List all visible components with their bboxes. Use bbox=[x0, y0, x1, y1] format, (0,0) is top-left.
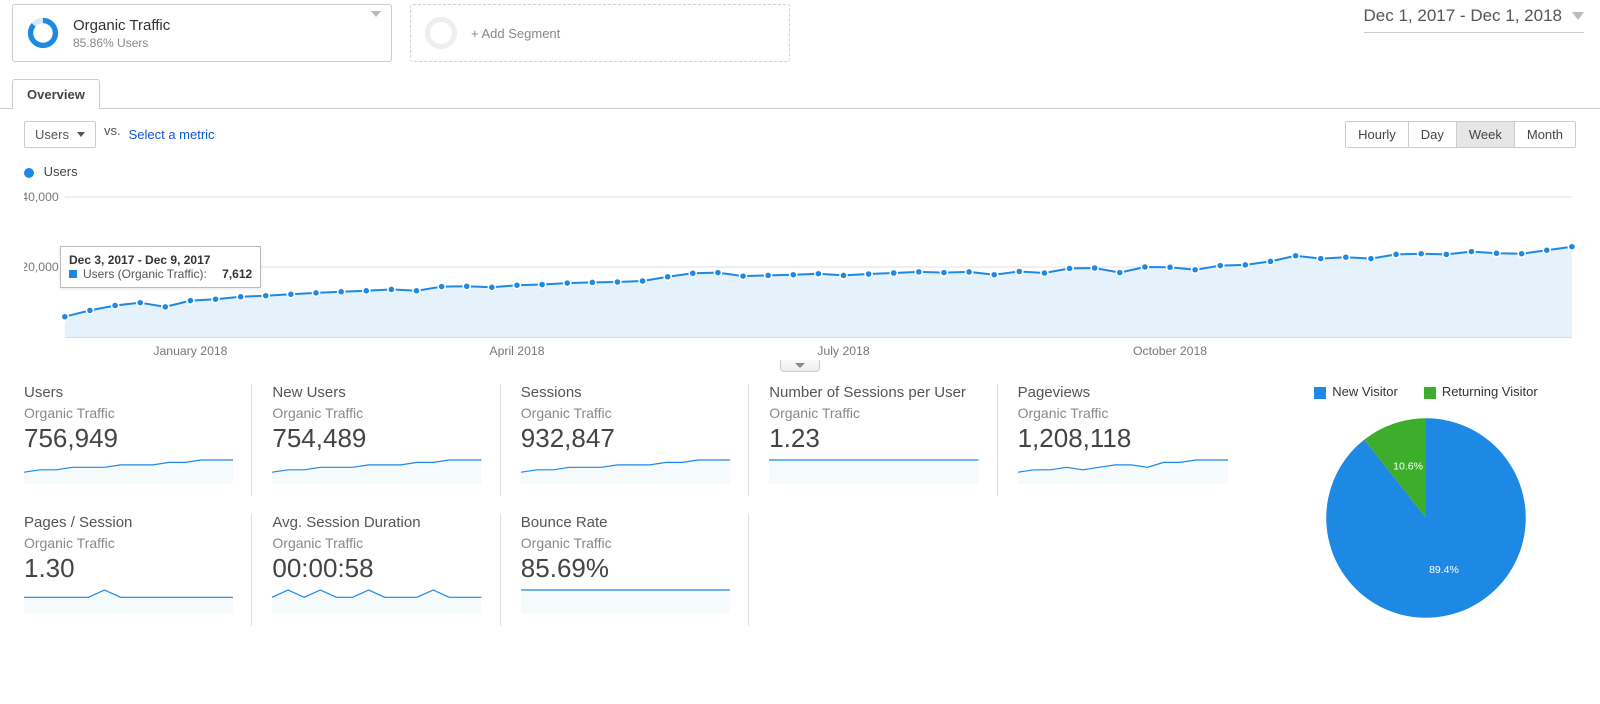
metric-title: Pages / Session bbox=[24, 514, 233, 531]
metric-sparkline bbox=[24, 586, 233, 614]
metric-segment: Organic Traffic bbox=[521, 535, 730, 551]
segment-title: Organic Traffic bbox=[73, 17, 170, 34]
metric-sparkline bbox=[1018, 456, 1228, 484]
metric-sparkline bbox=[272, 456, 481, 484]
chevron-down-icon bbox=[795, 363, 805, 368]
metric-title: Sessions bbox=[521, 384, 730, 401]
granularity-switch: HourlyDayWeekMonth bbox=[1345, 121, 1576, 148]
metric-segment: Organic Traffic bbox=[521, 405, 730, 421]
svg-text:October 2018: October 2018 bbox=[1133, 344, 1207, 358]
segment-organic-traffic[interactable]: Organic Traffic 85.86% Users bbox=[12, 4, 392, 62]
metric-title: Avg. Session Duration bbox=[272, 514, 481, 531]
tooltip-date: Dec 3, 2017 - Dec 9, 2017 bbox=[69, 253, 210, 267]
date-range-label: Dec 1, 2017 - Dec 1, 2018 bbox=[1364, 6, 1562, 26]
metric-sparkline bbox=[521, 456, 730, 484]
metric-value: 932,847 bbox=[521, 423, 730, 454]
date-range-selector[interactable]: Dec 1, 2017 - Dec 1, 2018 bbox=[1364, 6, 1584, 33]
metric-selector[interactable]: Users bbox=[24, 121, 96, 148]
metric-card[interactable]: Users Organic Traffic 756,949 bbox=[24, 384, 252, 496]
chart-legend-label: Users bbox=[44, 164, 78, 179]
segment-subtitle: 85.86% Users bbox=[73, 36, 170, 50]
metric-card[interactable]: Sessions Organic Traffic 932,847 bbox=[521, 384, 749, 496]
svg-text:July 2018: July 2018 bbox=[817, 344, 870, 358]
metric-card[interactable]: Avg. Session Duration Organic Traffic 00:0… bbox=[272, 514, 500, 626]
tooltip-color-swatch-icon bbox=[69, 270, 77, 278]
legend-dot-icon bbox=[24, 168, 34, 178]
metric-card[interactable]: Bounce Rate Organic Traffic 85.69% bbox=[521, 514, 749, 626]
chart-tooltip: Dec 3, 2017 - Dec 9, 2017 Users (Organic… bbox=[60, 246, 261, 288]
metric-segment: Organic Traffic bbox=[769, 405, 978, 421]
chevron-down-icon bbox=[77, 132, 85, 137]
metric-sparkline bbox=[769, 456, 978, 484]
metric-card[interactable]: Pages / Session Organic Traffic 1.30 bbox=[24, 514, 252, 626]
metric-selector-label: Users bbox=[35, 127, 69, 142]
chart-expand-handle[interactable] bbox=[780, 360, 820, 372]
tooltip-value: 7,612 bbox=[222, 267, 252, 281]
tab-overview[interactable]: Overview bbox=[12, 79, 100, 109]
legend-swatch-icon bbox=[1424, 387, 1436, 399]
ghost-donut-icon bbox=[425, 17, 457, 49]
metric-segment: Organic Traffic bbox=[1018, 405, 1228, 421]
metric-card[interactable]: New Users Organic Traffic 754,489 bbox=[272, 384, 500, 496]
metric-sparkline bbox=[272, 586, 481, 614]
chart-legend: Users bbox=[24, 164, 1576, 179]
svg-text:20,000: 20,000 bbox=[24, 260, 59, 274]
metric-card[interactable]: Number of Sessions per User Organic Traff… bbox=[769, 384, 997, 496]
metric-value: 1,208,118 bbox=[1018, 423, 1228, 454]
svg-text:April 2018: April 2018 bbox=[489, 344, 544, 358]
svg-text:40,000: 40,000 bbox=[24, 190, 59, 204]
metric-segment: Organic Traffic bbox=[24, 405, 233, 421]
granularity-month[interactable]: Month bbox=[1514, 122, 1575, 147]
metric-segment: Organic Traffic bbox=[272, 405, 481, 421]
metric-title: Pageviews bbox=[1018, 384, 1228, 401]
metric-card[interactable]: Pageviews Organic Traffic 1,208,118 bbox=[1018, 384, 1246, 496]
add-segment-button[interactable]: + Add Segment bbox=[410, 4, 790, 62]
metric-sparkline bbox=[521, 586, 730, 614]
metric-value: 756,949 bbox=[24, 423, 233, 454]
metric-title: Users bbox=[24, 384, 233, 401]
pie-legend-item: New Visitor bbox=[1314, 384, 1398, 399]
metric-value: 754,489 bbox=[272, 423, 481, 454]
add-segment-label: + Add Segment bbox=[471, 26, 560, 41]
select-second-metric-link[interactable]: Select a metric bbox=[129, 127, 215, 142]
tooltip-metric-label: Users (Organic Traffic): bbox=[83, 267, 207, 281]
chevron-down-icon bbox=[1572, 12, 1584, 20]
metric-value: 85.69% bbox=[521, 553, 730, 584]
metrics-grid: Users Organic Traffic 756,949 New Users Orga… bbox=[24, 384, 1246, 626]
tab-label: Overview bbox=[27, 87, 85, 102]
svg-text:89.4%: 89.4% bbox=[1429, 564, 1459, 576]
granularity-hourly[interactable]: Hourly bbox=[1346, 122, 1408, 147]
visitor-pie-chart[interactable]: 89.4% 10.6% bbox=[1321, 413, 1531, 623]
metric-title: Number of Sessions per User bbox=[769, 384, 978, 401]
vs-label: vs. bbox=[104, 123, 121, 138]
metric-title: Bounce Rate bbox=[521, 514, 730, 531]
granularity-week[interactable]: Week bbox=[1456, 122, 1514, 147]
granularity-day[interactable]: Day bbox=[1408, 122, 1456, 147]
metric-value: 00:00:58 bbox=[272, 553, 481, 584]
tab-strip: Overview bbox=[0, 78, 1600, 109]
legend-swatch-icon bbox=[1314, 387, 1326, 399]
pie-legend: New Visitor Returning Visitor bbox=[1276, 384, 1576, 399]
metric-sparkline bbox=[24, 456, 233, 484]
metric-segment: Organic Traffic bbox=[272, 535, 481, 551]
svg-text:January 2018: January 2018 bbox=[153, 344, 227, 358]
svg-text:10.6%: 10.6% bbox=[1393, 460, 1423, 472]
segment-donut-icon bbox=[27, 17, 59, 49]
metric-segment: Organic Traffic bbox=[24, 535, 233, 551]
metric-value: 1.23 bbox=[769, 423, 978, 454]
metric-title: New Users bbox=[272, 384, 481, 401]
metric-value: 1.30 bbox=[24, 553, 233, 584]
chevron-down-icon bbox=[371, 11, 381, 17]
pie-legend-item: Returning Visitor bbox=[1424, 384, 1538, 399]
